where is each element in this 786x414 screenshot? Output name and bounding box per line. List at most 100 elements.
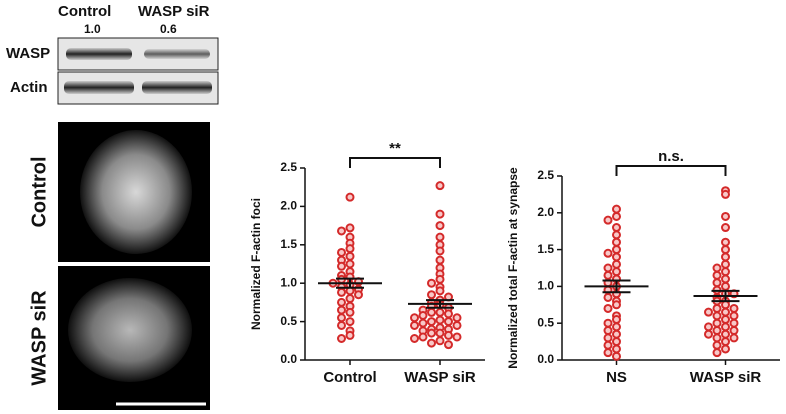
data-point — [427, 328, 436, 338]
data-point — [612, 211, 621, 221]
data-point — [721, 337, 730, 347]
lane-label: WASP siR — [138, 3, 210, 20]
data-point — [729, 326, 739, 336]
data-point — [337, 297, 346, 307]
data-point — [444, 340, 453, 350]
data-point — [729, 303, 739, 313]
y-tick-label: 0.0 — [280, 352, 297, 366]
ratio-label: 0.6 — [160, 22, 177, 36]
data-point — [712, 318, 722, 328]
data-point — [435, 336, 445, 346]
data-point — [603, 303, 613, 313]
data-point — [612, 267, 621, 277]
data-point — [345, 251, 355, 261]
data-point — [721, 237, 730, 247]
y-tick-label: 0.5 — [537, 315, 554, 329]
data-point — [337, 226, 346, 236]
data-point — [612, 344, 621, 354]
data-point — [721, 223, 730, 233]
data-point — [345, 330, 355, 340]
data-point — [729, 311, 739, 321]
data-point — [418, 318, 428, 328]
significance-bracket — [615, 165, 727, 176]
data-point — [721, 322, 730, 332]
data-point — [603, 263, 613, 273]
data-point — [612, 315, 621, 325]
data-point — [603, 318, 613, 328]
data-point — [354, 290, 363, 300]
data-point — [345, 294, 355, 304]
row-label: Actin — [10, 79, 48, 96]
data-point — [612, 337, 621, 347]
y-tick-label: 2.0 — [537, 205, 554, 219]
y-tick-label: 2.0 — [280, 199, 297, 213]
data-point — [345, 192, 355, 202]
data-point — [712, 303, 722, 313]
data-point — [712, 311, 722, 321]
y-tick-label: 0.0 — [537, 352, 554, 366]
data-point — [345, 259, 355, 269]
data-point — [603, 340, 613, 350]
blot-band — [64, 81, 134, 94]
data-point — [712, 278, 722, 288]
data-point — [337, 261, 346, 271]
cell — [80, 130, 192, 254]
data-point — [721, 252, 730, 262]
blot-band — [144, 49, 210, 59]
data-point — [612, 252, 621, 262]
data-point — [435, 307, 445, 317]
data-point — [345, 317, 355, 327]
y-tick-label: 0.5 — [280, 314, 297, 328]
data-point — [435, 286, 445, 296]
significance-label: n.s. — [658, 148, 684, 165]
data-point — [603, 348, 613, 358]
data-point — [721, 211, 730, 221]
data-point — [612, 322, 621, 332]
y-tick-label: 1.5 — [280, 237, 297, 251]
data-point — [435, 246, 445, 256]
data-point — [427, 290, 436, 300]
y-tick-label: 1.5 — [537, 242, 554, 256]
data-point — [721, 307, 730, 317]
data-point — [444, 330, 453, 340]
lane-label: Control — [58, 3, 111, 20]
data-point — [603, 326, 613, 336]
data-point — [603, 333, 613, 343]
data-point — [603, 270, 613, 280]
data-point — [435, 328, 445, 338]
data-point — [435, 255, 445, 265]
data-point — [612, 351, 621, 361]
data-point — [427, 338, 436, 348]
data-point — [612, 237, 621, 247]
ratio-label: 1.0 — [84, 22, 101, 36]
data-point — [603, 292, 613, 302]
data-point — [729, 318, 739, 328]
x-tick-label: Control — [323, 369, 376, 386]
data-point — [410, 333, 419, 343]
y-axis-label: Normalized total F-actin at synapse — [506, 167, 520, 369]
data-point — [612, 204, 621, 214]
data-point — [452, 313, 462, 323]
data-point — [721, 245, 730, 255]
data-point — [337, 305, 346, 315]
data-point — [721, 329, 730, 339]
data-point — [721, 189, 730, 199]
data-point — [452, 332, 462, 342]
data-point — [427, 317, 436, 327]
x-tick-label: NS — [606, 369, 627, 386]
data-point — [704, 307, 713, 317]
data-point — [435, 181, 445, 191]
data-point — [435, 274, 445, 284]
data-point — [452, 320, 462, 330]
data-point — [712, 348, 722, 358]
data-point — [721, 315, 730, 325]
data-point — [603, 248, 613, 258]
data-point — [345, 307, 355, 317]
data-point — [410, 313, 419, 323]
data-point — [712, 326, 722, 336]
data-point — [721, 259, 730, 269]
data-point — [721, 281, 730, 291]
data-point — [427, 278, 436, 288]
data-point — [721, 274, 730, 284]
